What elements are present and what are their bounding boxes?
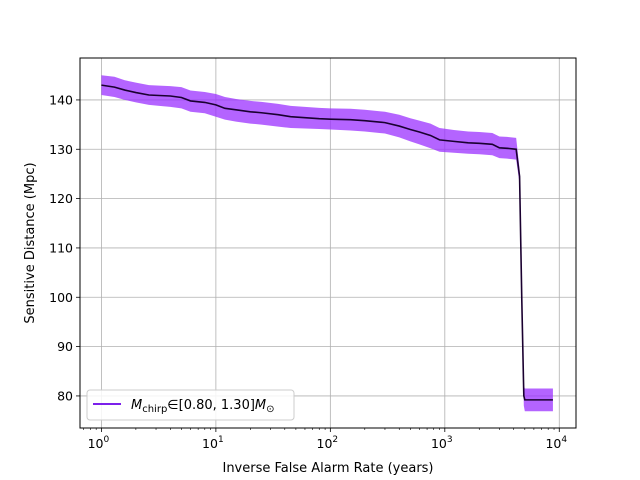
legend-label-symbol2: M	[255, 398, 266, 413]
y-tick-label: 100	[49, 290, 73, 305]
series-line-layer	[101, 84, 553, 401]
plot-frame	[79, 57, 577, 429]
x-tick-label: 100	[88, 435, 110, 451]
legend-label-range: ∈[0.80, 1.30]	[167, 398, 255, 413]
axis-ticks: 100 101 102 103 104 80 90 100 110 120 130 140	[49, 92, 567, 451]
legend-label-sub2: ⊙	[266, 404, 274, 415]
legend-label-symbol: M	[131, 398, 142, 413]
x-axis-label: Inverse False Alarm Rate (years)	[222, 461, 433, 476]
y-tick-label: 120	[49, 191, 73, 206]
series-line	[101, 84, 553, 401]
legend-box	[86, 389, 295, 421]
y-tick-label: 140	[49, 92, 73, 107]
x-tick-label: 104	[545, 435, 567, 451]
legend-label-subscript: chirp	[142, 404, 167, 415]
y-tick-label: 130	[49, 142, 73, 157]
y-tick-label: 90	[57, 339, 73, 354]
y-axis-label: Sensitive Distance (Mpc)	[23, 162, 38, 323]
y-tick-label: 110	[49, 240, 73, 255]
legend-label: Mchirp∈[0.80, 1.30]M⊙	[131, 398, 275, 415]
legend: Mchirp∈[0.80, 1.30]M⊙	[86, 389, 295, 421]
y-tick-label: 80	[57, 388, 73, 403]
x-tick-label: 101	[202, 435, 224, 451]
x-tick-label: 103	[431, 435, 453, 451]
x-tick-label: 102	[317, 435, 339, 451]
